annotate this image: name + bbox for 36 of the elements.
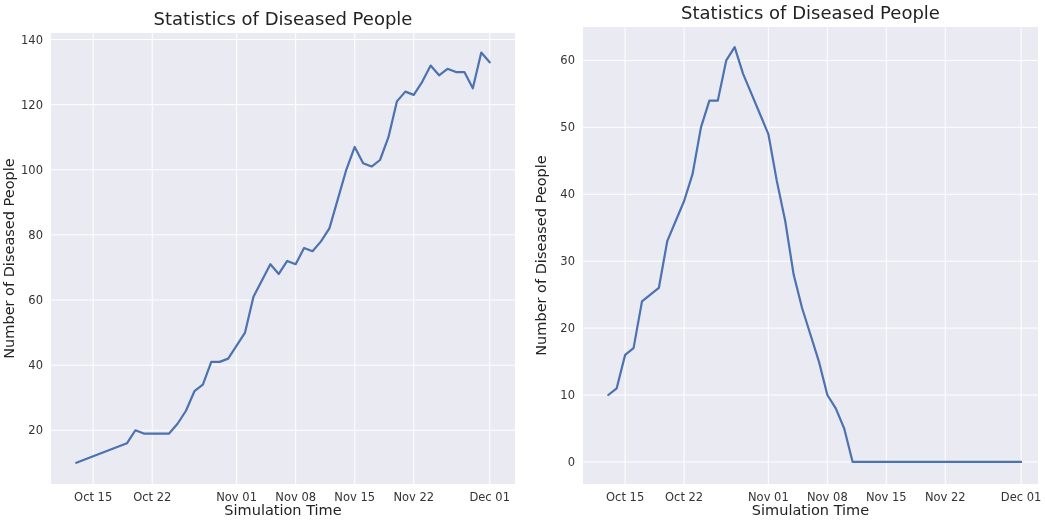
x-tick-label: Nov 08 (275, 490, 317, 504)
x-tick-label: Nov 22 (924, 490, 966, 504)
y-tick-label: 40 (560, 187, 575, 202)
x-tick-label: Oct 15 (74, 490, 113, 504)
y-tick-label: 20 (560, 321, 575, 336)
x-tick-label: Nov 01 (748, 490, 789, 504)
line-series (75, 51, 491, 464)
x-tick-label: Nov 15 (865, 490, 907, 504)
y-tick-label: 20 (28, 423, 43, 438)
x-axis-title: Simulation Time (751, 502, 870, 518)
x-tick-label: Nov 08 (806, 490, 848, 504)
x-axis-title: Simulation Time (224, 502, 342, 518)
chart-title: Statistics of Diseased People (153, 8, 413, 29)
y-axis-title: Number of Diseased People (1, 158, 17, 359)
y-tick-label: 80 (28, 227, 43, 242)
y-tick-label: 0 (567, 454, 575, 469)
x-tick-label: Nov 22 (393, 490, 435, 504)
chart-title: Statistics of Diseased People (681, 2, 940, 23)
y-axis-title: Number of Diseased People (533, 155, 549, 356)
y-tick-label: 50 (560, 120, 575, 135)
y-tick-label: 120 (21, 97, 43, 112)
line-series (607, 45, 1023, 464)
y-tick-label: 60 (28, 293, 43, 308)
y-tick-label: 30 (560, 254, 575, 269)
y-tick-label: 40 (28, 358, 43, 373)
y-tick-label: 140 (21, 32, 43, 47)
y-tick-label: 10 (560, 388, 575, 403)
x-tick-label: Oct 15 (606, 490, 645, 504)
x-tick-label: Nov 15 (334, 490, 376, 504)
x-tick-label: Dec 01 (469, 490, 510, 504)
y-tick-label: 60 (560, 53, 575, 68)
x-tick-label: Nov 01 (216, 490, 257, 504)
y-tick-label: 100 (21, 162, 43, 177)
x-tick-label: Oct 22 (133, 490, 172, 504)
x-tick-label: Dec 01 (1000, 490, 1042, 504)
x-tick-label: Oct 22 (665, 490, 704, 504)
